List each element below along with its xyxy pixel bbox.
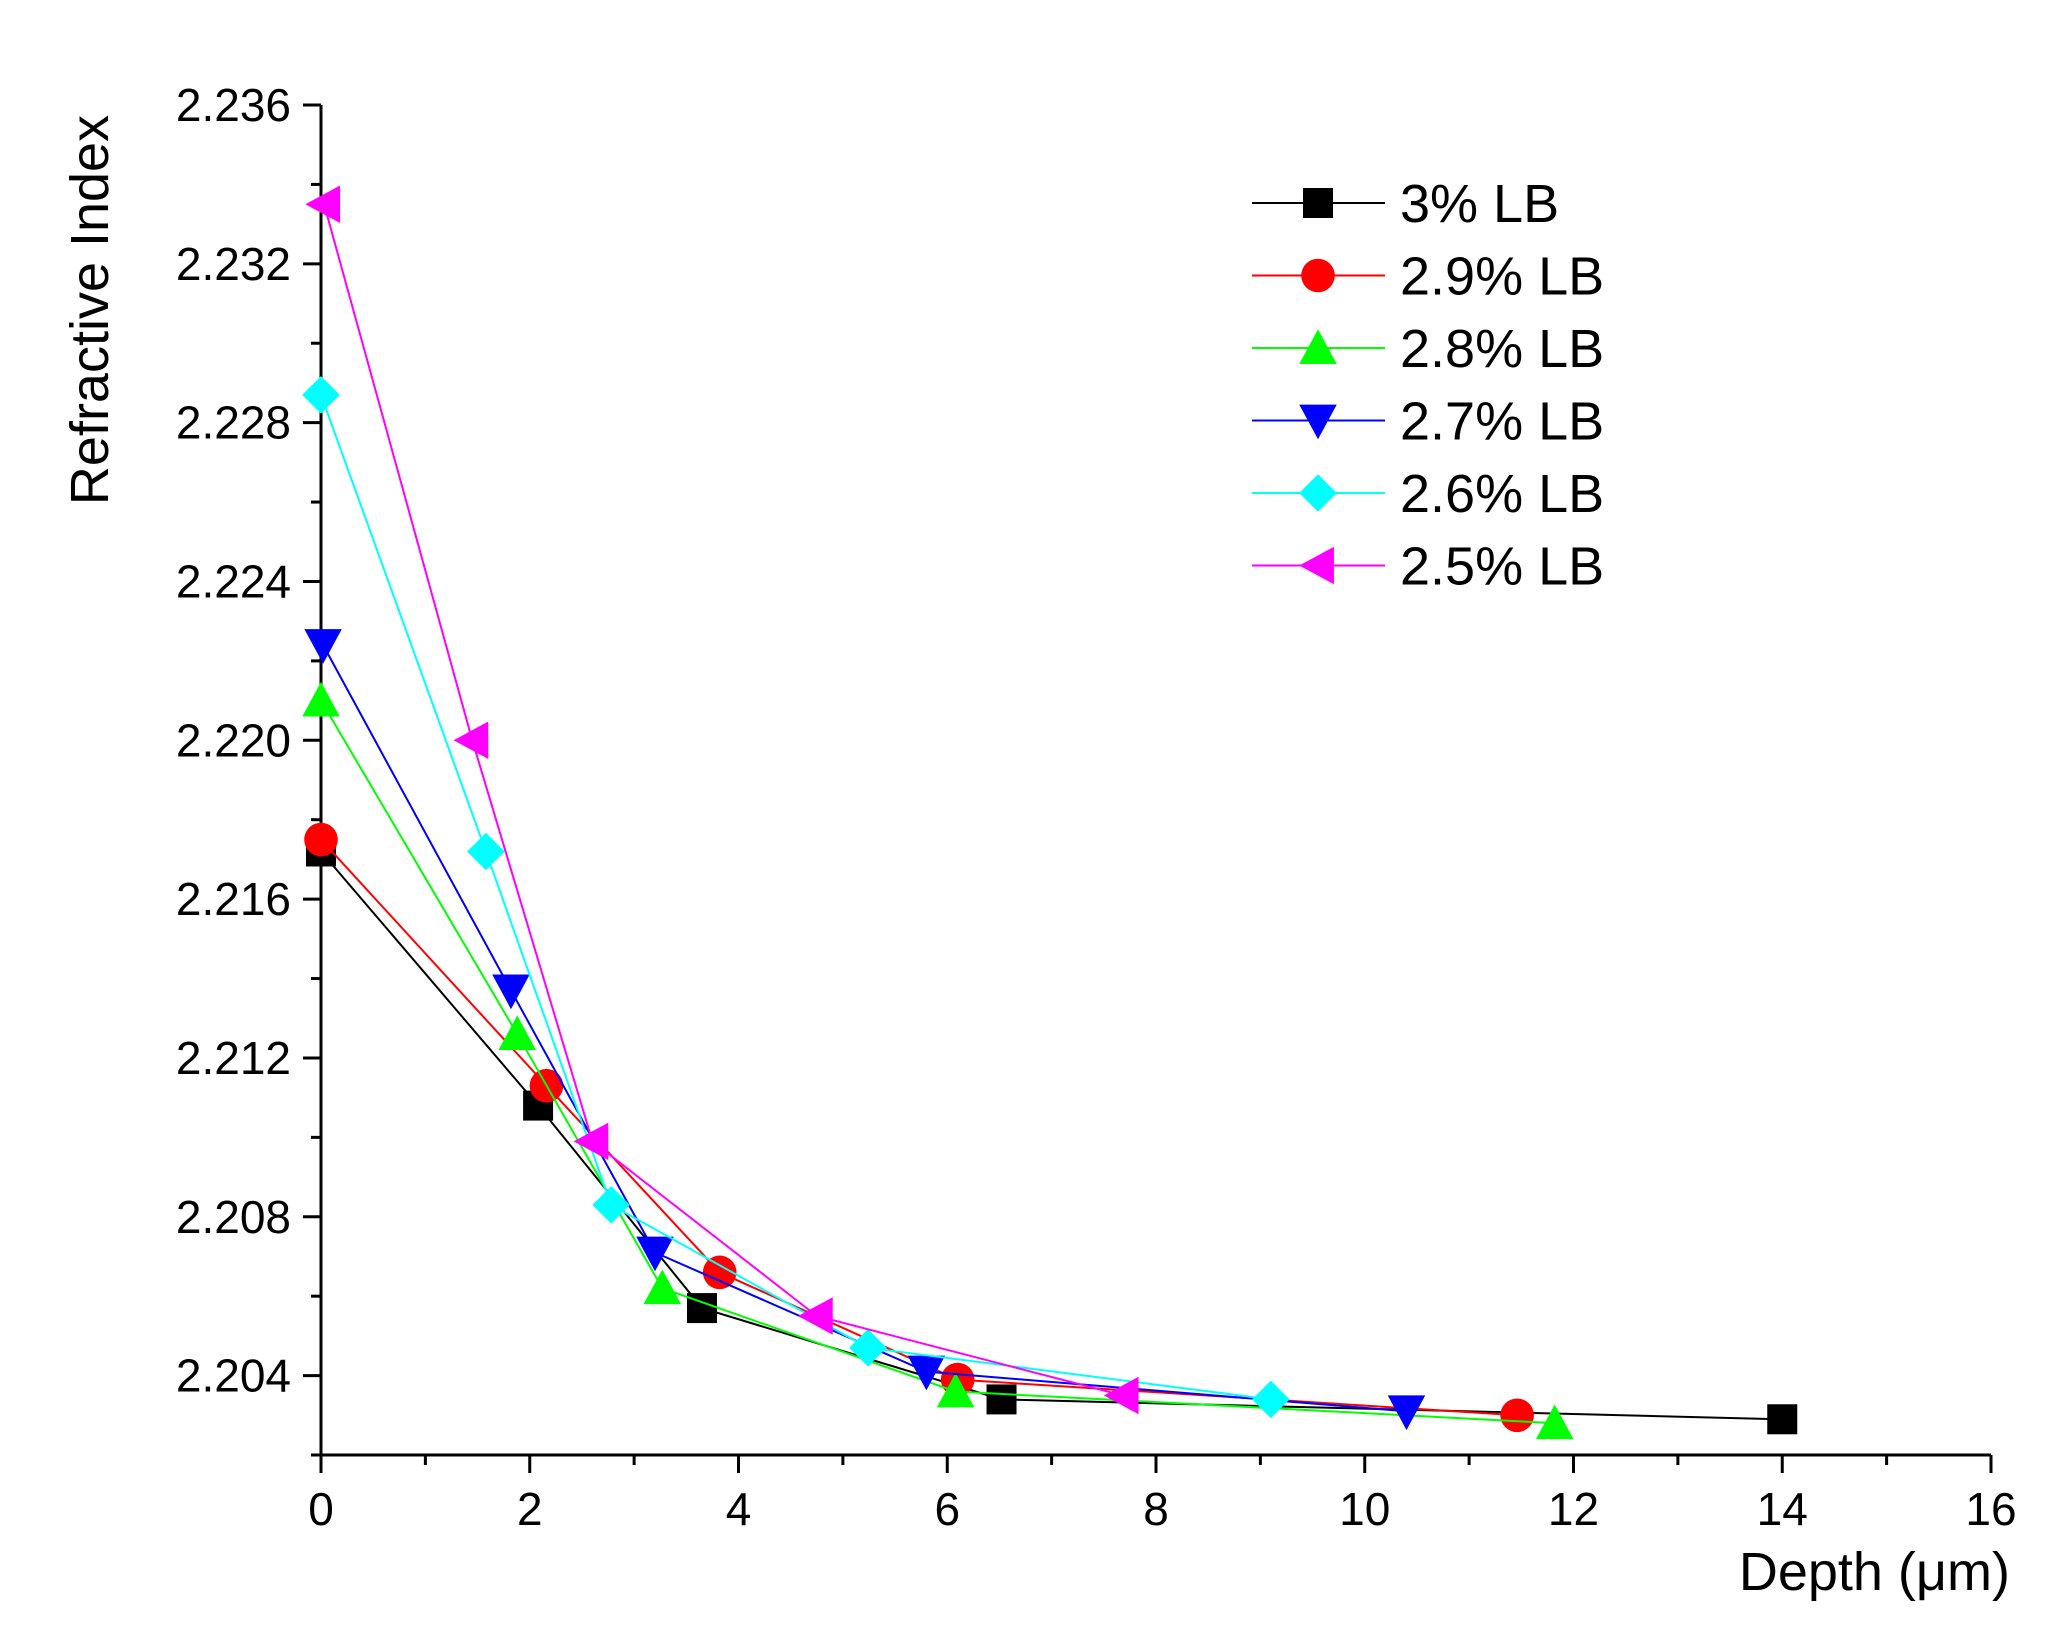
data-point	[453, 721, 489, 760]
y-tick-label: 2.212	[176, 1032, 291, 1084]
data-point	[936, 1372, 975, 1408]
series-2-6-lb	[302, 376, 1290, 1419]
y-tick-label: 2.232	[176, 238, 291, 290]
series-line	[322, 644, 1407, 1413]
data-point	[592, 1186, 630, 1224]
data-point	[1767, 1404, 1798, 1435]
data-point	[1535, 1404, 1574, 1440]
data-point	[305, 185, 341, 224]
legend-item: 3% LB	[1252, 174, 1559, 234]
data-point	[1387, 1395, 1426, 1431]
x-tick-label: 2	[517, 1483, 543, 1535]
legend-label: 2.7% LB	[1400, 392, 1604, 452]
legend-marker	[1301, 258, 1335, 293]
data-point	[1500, 1398, 1534, 1433]
data-point	[498, 1015, 536, 1051]
y-tick-label: 2.236	[176, 79, 291, 131]
legend-marker	[1303, 188, 1333, 218]
data-point	[492, 974, 530, 1010]
x-axis-title: Depth (μm)	[1739, 1542, 2010, 1602]
x-tick-label: 8	[1143, 1483, 1169, 1535]
legend-marker	[1299, 546, 1334, 585]
data-point	[702, 1255, 737, 1290]
y-ticks: 2.204 2.208 2.212 2.216 2.220 2.224 2.228 2.232…	[176, 79, 321, 1457]
legend-marker	[1299, 404, 1337, 440]
x-tick-label: 10	[1339, 1483, 1390, 1535]
data-point	[986, 1384, 1017, 1415]
legend-label: 2.8% LB	[1400, 319, 1604, 379]
series-line	[320, 394, 1271, 1401]
legend-label: 2.9% LB	[1400, 247, 1604, 307]
x-tick-label: 16	[1965, 1483, 2016, 1535]
legend-label: 2.5% LB	[1400, 537, 1604, 597]
x-tick-label: 4	[726, 1483, 752, 1535]
series-2-8-lb	[302, 681, 1574, 1440]
legend-item: 2.8% LB	[1252, 319, 1604, 379]
y-axis-title: Refractive Index	[60, 115, 120, 505]
series-line	[320, 700, 1555, 1425]
data-point	[636, 1236, 674, 1272]
legend-marker	[1299, 329, 1337, 364]
y-tick-label: 2.228	[176, 397, 291, 449]
data-point	[798, 1297, 833, 1335]
x-tick-label: 0	[308, 1483, 334, 1535]
data-point	[907, 1355, 946, 1391]
y-tick-label: 2.224	[176, 555, 291, 607]
data-point	[573, 1122, 609, 1161]
y-tick-label: 2.208	[176, 1191, 291, 1243]
data-point	[304, 822, 338, 857]
legend-marker	[1299, 474, 1337, 512]
legend-label: 3% LB	[1400, 174, 1559, 234]
x-tick-label: 12	[1548, 1483, 1599, 1535]
data-point	[304, 629, 342, 664]
data-point	[1252, 1380, 1290, 1419]
series-line	[320, 850, 1783, 1421]
y-tick-label: 2.220	[176, 714, 291, 766]
data-point	[643, 1269, 682, 1305]
series-layer	[302, 185, 1798, 1440]
legend-label: 2.6% LB	[1400, 464, 1604, 524]
data-point	[302, 681, 340, 717]
axes: 0 2 4 6 8 10 12 14 16 2.2042.2082.2122.2162.2202…	[176, 79, 2017, 1535]
data-point	[1103, 1376, 1139, 1415]
series-2-7-lb	[304, 629, 1426, 1431]
legend-item: 2.7% LB	[1252, 392, 1604, 452]
series-3-lb	[306, 836, 1798, 1435]
data-point	[467, 832, 505, 871]
data-point	[849, 1329, 887, 1367]
legend-item: 2.9% LB	[1252, 247, 1604, 307]
y-tick-label: 2.216	[176, 873, 291, 925]
legend-item: 2.5% LB	[1252, 537, 1604, 597]
y-tick-label: 2.204	[176, 1350, 291, 1402]
series-2-9-lb	[304, 822, 1534, 1433]
legend-item: 2.6% LB	[1252, 464, 1604, 524]
legend: 3% LB 2.9% LB 2.8% LB 2.7% LB 2.6% LB 2.5% LB	[1252, 174, 1604, 597]
series-2-5-lb	[305, 185, 1139, 1415]
series-line	[320, 838, 1518, 1417]
data-point	[302, 376, 340, 414]
x-tick-label: 14	[1757, 1483, 1808, 1535]
series-line	[323, 204, 1123, 1397]
x-tick-label: 6	[934, 1483, 960, 1535]
x-ticks: 0 2 4 6 8 10 12 14 16	[308, 1455, 2017, 1535]
